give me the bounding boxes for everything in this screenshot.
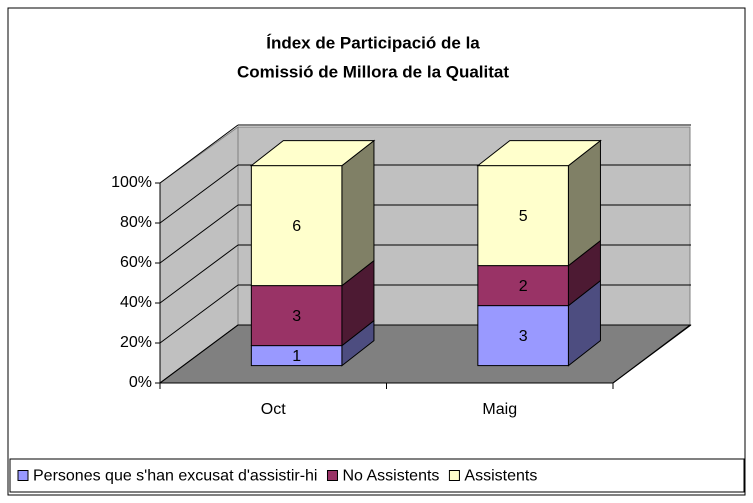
x-tick-label: Maig <box>482 401 517 418</box>
grid-line <box>159 204 239 264</box>
y-tick-label: 80% <box>120 214 152 231</box>
y-tick-label: 60% <box>120 254 152 271</box>
x-tick-label: Oct <box>261 401 286 418</box>
data-label: 5 <box>519 208 528 225</box>
chart-title: Índex de Participació de la <box>266 33 480 52</box>
y-tick-label: 100% <box>111 174 152 191</box>
legend-swatch <box>17 470 29 481</box>
bar-top <box>476 140 602 167</box>
x-axis <box>612 324 692 384</box>
legend-swatch <box>326 470 338 481</box>
bar-segment <box>477 305 569 367</box>
legend-label: Assistents <box>464 468 537 485</box>
bar-segment <box>250 165 343 287</box>
data-label: 1 <box>292 348 301 365</box>
bar-top <box>249 140 376 167</box>
data-label: 3 <box>519 328 528 345</box>
y-tick-label: 40% <box>120 294 152 311</box>
y-tick-label: 20% <box>120 334 152 351</box>
grid-line <box>159 124 239 184</box>
chart-title: Comissió de Millora de la Qualitat <box>237 62 509 81</box>
legend-label: No Assistents <box>342 468 439 485</box>
grid-line <box>159 244 239 304</box>
data-label: 6 <box>292 218 301 235</box>
legend-swatch <box>448 470 460 481</box>
y-tick-label: 0% <box>129 374 152 391</box>
grid-line <box>159 324 239 384</box>
data-label: 3 <box>292 308 301 325</box>
floor <box>158 324 692 384</box>
data-label: 2 <box>519 278 528 295</box>
legend-label: Persones que s'han excusat d'assistir-hi <box>33 468 317 485</box>
grid-line <box>159 164 239 224</box>
grid-line <box>159 284 239 344</box>
legend-box <box>9 458 745 493</box>
